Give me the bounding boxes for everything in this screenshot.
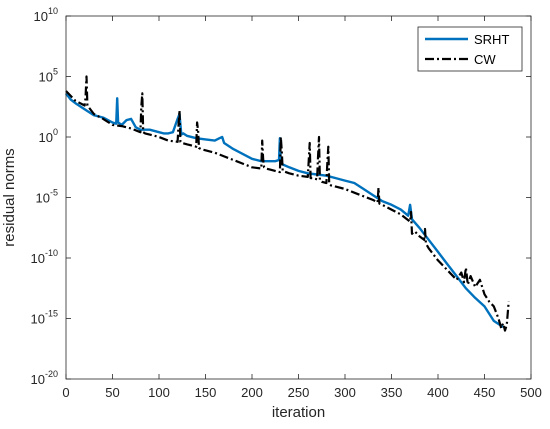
x-tick-label: 300: [334, 385, 356, 400]
x-tick-label: 350: [381, 385, 403, 400]
x-tick-label: 200: [241, 385, 263, 400]
y-tick-label: 10-20: [31, 369, 58, 387]
x-axis-ticks: 0 50 100 150 200 250 300 350 400 450 500: [62, 16, 542, 400]
series-line-srht: [65, 92, 504, 329]
x-axis-label: iteration: [272, 404, 325, 421]
x-tick-label: 150: [195, 385, 217, 400]
x-tick-label: 0: [62, 385, 69, 400]
y-tick-label: 1010: [34, 6, 58, 24]
x-tick-label: 500: [520, 385, 542, 400]
x-tick-label: 50: [105, 385, 119, 400]
series-layer: [65, 75, 510, 332]
y-axis-label: residual norms: [1, 148, 18, 246]
y-axis-ticks: 1010 105 100 10-5 10-10 10-15 10-20: [31, 6, 531, 387]
x-tick-label: 450: [474, 385, 496, 400]
legend-box: [417, 26, 523, 72]
legend-label-srht: SRHT: [474, 32, 509, 47]
y-tick-label: 10-10: [31, 248, 58, 266]
y-tick-label: 105: [39, 67, 58, 85]
y-tick-label: 10-15: [31, 309, 58, 327]
series-line-cw: [65, 75, 510, 332]
x-tick-label: 100: [148, 385, 170, 400]
y-tick-label: 100: [39, 127, 58, 145]
x-tick-label: 400: [427, 385, 449, 400]
y-tick-label: 10-5: [36, 188, 58, 206]
plot-area: [66, 16, 531, 379]
x-tick-label: 250: [288, 385, 310, 400]
legend-label-cw: CW: [474, 52, 496, 67]
legend: SRHT CW: [417, 26, 523, 72]
